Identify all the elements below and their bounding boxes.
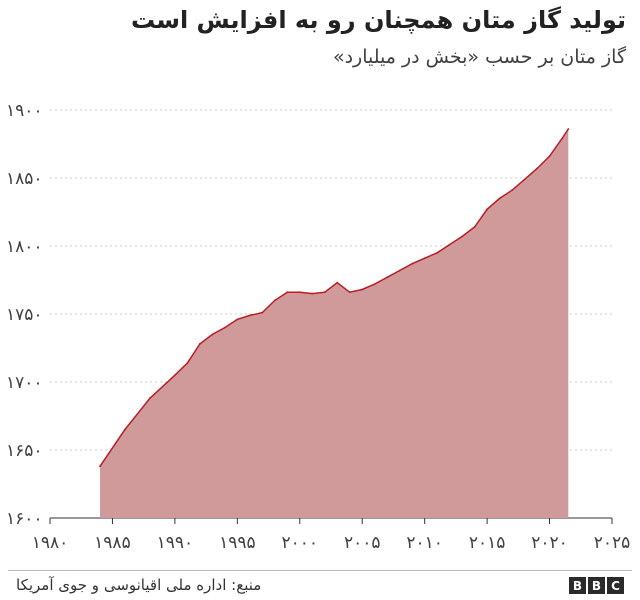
- data-point: [473, 226, 476, 228]
- data-point: [211, 333, 214, 336]
- data-point: [323, 291, 326, 294]
- y-tick-label: ۱۶۵۰: [6, 441, 43, 461]
- data-point: [199, 343, 201, 345]
- data-point: [361, 288, 364, 291]
- y-tick-label: ۱۸۰۰: [6, 237, 43, 257]
- data-point: [298, 291, 301, 294]
- data-point: [448, 243, 451, 246]
- data-point: [236, 318, 239, 321]
- data-point: [523, 178, 526, 181]
- data-point: [567, 128, 570, 130]
- logo-block: B: [569, 577, 586, 594]
- area-chart: ۱۶۰۰ ۱۶۵۰ ۱۷۰۰ ۱۷۵۰ ۱۸۰۰ ۱۸۵۰ ۱۹۰۰ ۱۹۸۰ ۱۹۸۵ ۱۹۹…: [6, 101, 631, 553]
- x-tick-label: ۲۰۰۵: [344, 533, 381, 553]
- y-tick-label: ۱۸۵۰: [6, 169, 43, 189]
- data-point: [248, 314, 251, 317]
- data-point: [99, 465, 101, 468]
- y-tick-label: ۱۶۰۰: [6, 509, 43, 529]
- y-tick-label: ۱۷۵۰: [6, 305, 43, 325]
- x-tick-label: ۱۹۸۰: [32, 533, 69, 553]
- data-point: [286, 291, 289, 294]
- x-tick-label: ۱۹۸۵: [94, 533, 131, 553]
- logo-block: B: [588, 577, 605, 594]
- x-tick-label: ۲۰۱۰: [406, 533, 443, 553]
- x-tick-label: ۲۰۰۰: [282, 533, 319, 553]
- bbc-logo: B B C: [569, 577, 624, 594]
- chart-subtitle: گاز متان بر حسب «بخش در میلیارد»: [332, 46, 626, 68]
- series-layer: [99, 128, 570, 518]
- data-point: [186, 362, 189, 364]
- data-point: [311, 292, 314, 295]
- data-point: [373, 283, 376, 285]
- series-line: [99, 128, 569, 467]
- area-fill: [100, 129, 569, 518]
- data-point: [149, 397, 151, 400]
- footer-divider: [8, 570, 632, 571]
- data-point: [336, 281, 339, 284]
- data-point: [511, 189, 513, 192]
- x-tick-label: ۲۰۲۵: [594, 533, 631, 553]
- source-note: منبع: اداره ملی اقیانوسی و جوی آمریکا: [16, 576, 262, 594]
- data-point: [124, 428, 126, 431]
- data-point: [411, 262, 414, 265]
- y-tick-label: ۱۹۰۰: [6, 101, 43, 121]
- x-axis: ۱۹۸۰ ۱۹۸۵ ۱۹۹۰ ۱۹۹۵ ۲۰۰۰ ۲۰۰۵ ۲۰۱۰ ۲۰۱۵ ۲۰۲۰ ۲۰۲۵: [32, 517, 631, 553]
- x-tick-label: ۱۹۹۰: [157, 533, 194, 553]
- logo-block: C: [607, 577, 624, 594]
- data-point: [461, 235, 463, 238]
- data-point: [273, 299, 276, 302]
- data-point: [261, 311, 264, 314]
- y-tick-label: ۱۷۰۰: [6, 373, 43, 393]
- data-point: [174, 374, 176, 377]
- data-point: [348, 291, 351, 294]
- chart-title: تولید گاز متان همچنان رو به افزایش است: [130, 6, 626, 34]
- data-point: [536, 167, 538, 170]
- data-point: [561, 137, 563, 140]
- data-point: [386, 276, 389, 279]
- data-point: [423, 257, 426, 260]
- data-point: [548, 155, 551, 158]
- data-point: [486, 208, 488, 211]
- y-axis: ۱۶۰۰ ۱۶۵۰ ۱۷۰۰ ۱۷۵۰ ۱۸۰۰ ۱۸۵۰ ۱۹۰۰: [6, 101, 43, 529]
- data-point: [436, 251, 439, 254]
- x-tick-label: ۲۰۱۵: [469, 533, 506, 553]
- data-point: [498, 197, 501, 200]
- x-tick-label: ۲۰۲۰: [531, 533, 568, 553]
- data-point: [223, 326, 226, 329]
- x-tick-label: ۱۹۹۵: [219, 533, 256, 553]
- data-point: [398, 269, 401, 272]
